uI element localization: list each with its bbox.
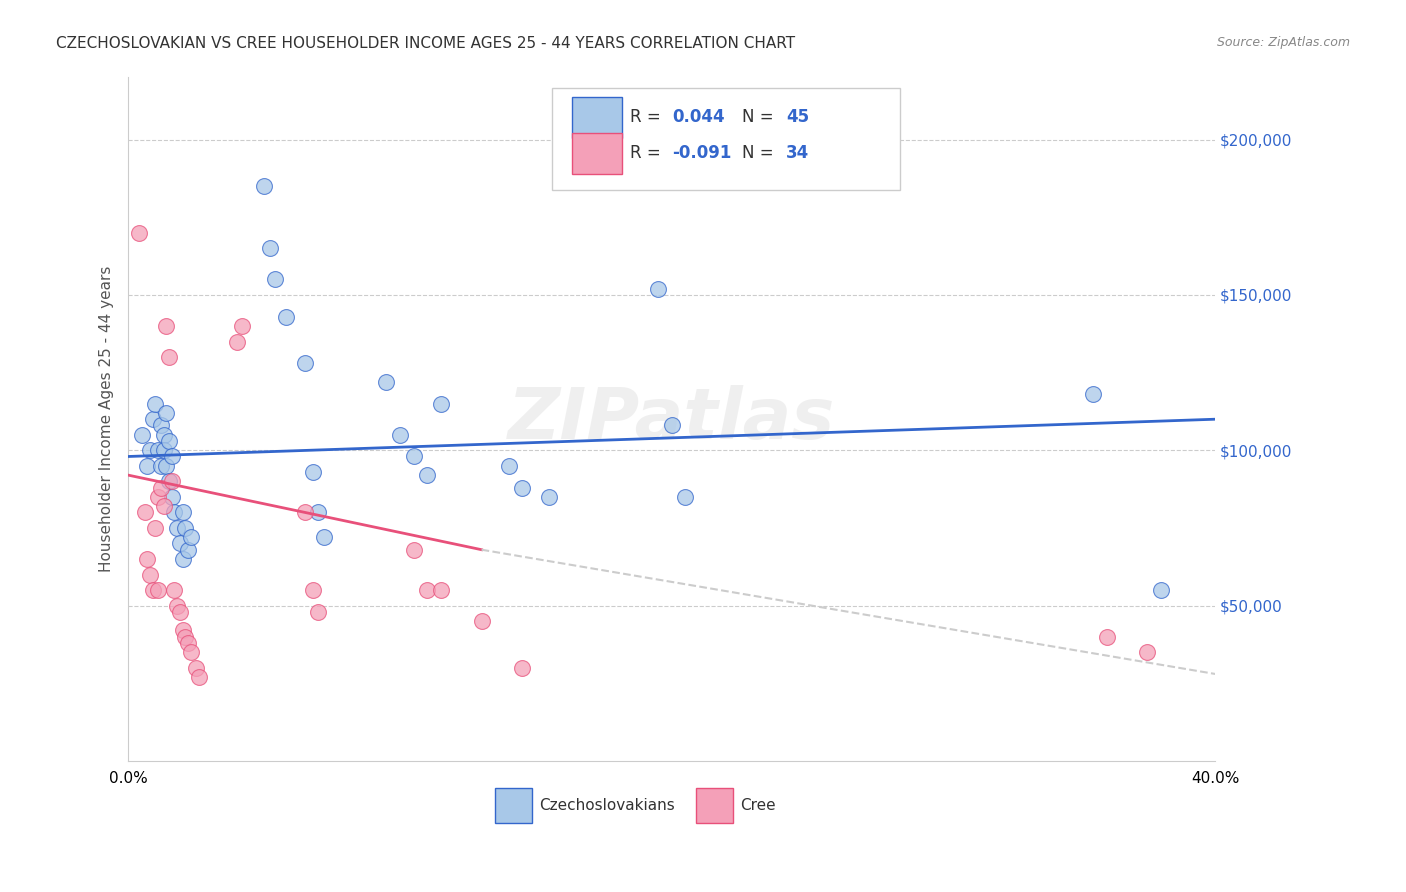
- Point: [149, 481, 172, 495]
- Point: [155, 406, 177, 420]
- Point: [146, 583, 169, 598]
- Point: [134, 505, 156, 519]
- Point: [157, 475, 180, 489]
- FancyBboxPatch shape: [572, 97, 621, 138]
- Point: [163, 583, 186, 598]
- Text: CZECHOSLOVAKIAN VS CREE HOUSEHOLDER INCOME AGES 25 - 44 YEARS CORRELATION CHART: CZECHOSLOVAKIAN VS CREE HOUSEHOLDER INCO…: [56, 36, 796, 51]
- Point: [498, 458, 520, 473]
- Point: [430, 397, 453, 411]
- Y-axis label: Householder Income Ages 25 - 44 years: Householder Income Ages 25 - 44 years: [100, 266, 114, 573]
- Point: [136, 552, 159, 566]
- Text: N =: N =: [742, 108, 775, 126]
- Point: [146, 443, 169, 458]
- Text: 34: 34: [786, 145, 810, 162]
- Text: R =: R =: [630, 108, 661, 126]
- Point: [1150, 583, 1173, 598]
- Point: [177, 542, 200, 557]
- Text: -0.091: -0.091: [672, 145, 731, 162]
- Point: [470, 614, 492, 628]
- Text: Cree: Cree: [741, 798, 776, 813]
- Point: [142, 583, 165, 598]
- Point: [145, 521, 167, 535]
- FancyBboxPatch shape: [495, 789, 531, 823]
- Point: [308, 505, 330, 519]
- Point: [139, 567, 162, 582]
- Point: [294, 505, 316, 519]
- Point: [180, 645, 202, 659]
- Point: [430, 583, 453, 598]
- Point: [174, 630, 197, 644]
- Point: [160, 475, 183, 489]
- Point: [226, 334, 249, 349]
- Point: [402, 542, 425, 557]
- Point: [510, 661, 533, 675]
- Text: Source: ZipAtlas.com: Source: ZipAtlas.com: [1216, 36, 1350, 49]
- Point: [172, 505, 194, 519]
- Point: [149, 458, 172, 473]
- Point: [673, 490, 696, 504]
- Point: [294, 356, 316, 370]
- Point: [302, 583, 325, 598]
- Point: [160, 490, 183, 504]
- Text: Czechoslovakians: Czechoslovakians: [538, 798, 675, 813]
- Point: [166, 521, 188, 535]
- Point: [155, 458, 177, 473]
- Point: [1136, 645, 1159, 659]
- Point: [174, 521, 197, 535]
- Point: [510, 481, 533, 495]
- Point: [416, 583, 439, 598]
- Point: [1081, 387, 1104, 401]
- FancyBboxPatch shape: [553, 87, 900, 190]
- Point: [177, 636, 200, 650]
- Point: [128, 226, 150, 240]
- Point: [647, 282, 669, 296]
- Text: N =: N =: [742, 145, 775, 162]
- Point: [157, 350, 180, 364]
- Point: [155, 318, 177, 333]
- Point: [172, 552, 194, 566]
- Point: [389, 427, 412, 442]
- Text: R =: R =: [630, 145, 661, 162]
- Point: [264, 272, 287, 286]
- Point: [131, 427, 153, 442]
- Point: [402, 450, 425, 464]
- Point: [308, 605, 330, 619]
- Point: [1095, 630, 1118, 644]
- Point: [416, 468, 439, 483]
- Point: [180, 530, 202, 544]
- Point: [312, 530, 335, 544]
- Point: [259, 241, 281, 255]
- Point: [145, 397, 167, 411]
- Point: [172, 624, 194, 638]
- Point: [142, 412, 165, 426]
- Point: [139, 443, 162, 458]
- Point: [149, 418, 172, 433]
- Point: [169, 605, 191, 619]
- Point: [152, 499, 174, 513]
- Point: [152, 427, 174, 442]
- FancyBboxPatch shape: [572, 133, 621, 174]
- Point: [231, 318, 253, 333]
- Point: [152, 443, 174, 458]
- Text: 0.044: 0.044: [672, 108, 724, 126]
- Point: [187, 670, 209, 684]
- FancyBboxPatch shape: [696, 789, 733, 823]
- Point: [375, 375, 398, 389]
- Point: [274, 310, 297, 324]
- Point: [169, 536, 191, 550]
- Text: ZIPatlas: ZIPatlas: [508, 384, 835, 454]
- Point: [160, 450, 183, 464]
- Point: [538, 490, 561, 504]
- Point: [157, 434, 180, 448]
- Point: [166, 599, 188, 613]
- Point: [146, 490, 169, 504]
- Text: 45: 45: [786, 108, 808, 126]
- Point: [302, 465, 325, 479]
- Point: [253, 179, 276, 194]
- Point: [136, 458, 159, 473]
- Point: [661, 418, 683, 433]
- Point: [186, 661, 208, 675]
- Point: [163, 505, 186, 519]
